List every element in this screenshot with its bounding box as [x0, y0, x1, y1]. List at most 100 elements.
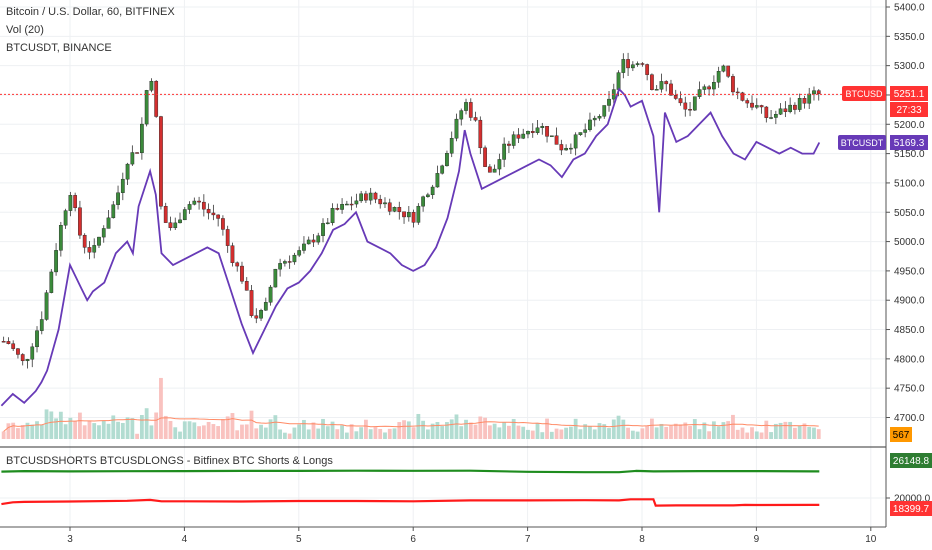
candle[interactable]: [259, 310, 263, 319]
candle[interactable]: [1, 341, 6, 343]
candle[interactable]: [373, 192, 378, 200]
candle[interactable]: [764, 106, 769, 118]
candle[interactable]: [569, 147, 573, 150]
candle[interactable]: [621, 59, 626, 73]
candle[interactable]: [349, 203, 354, 206]
candle[interactable]: [793, 104, 797, 110]
candle[interactable]: [120, 178, 125, 193]
candle[interactable]: [221, 218, 225, 230]
candle[interactable]: [440, 165, 445, 174]
legend-compare-symbol[interactable]: BTCUSDT, BINANCE: [6, 42, 112, 54]
candle[interactable]: [783, 108, 788, 112]
candle[interactable]: [387, 202, 392, 212]
candle[interactable]: [502, 143, 507, 160]
candle[interactable]: [454, 118, 459, 139]
candle[interactable]: [735, 91, 740, 94]
candle[interactable]: [511, 134, 516, 146]
candle[interactable]: [702, 86, 707, 90]
candle[interactable]: [163, 206, 168, 223]
candle[interactable]: [149, 80, 154, 91]
candle[interactable]: [464, 102, 468, 111]
candle[interactable]: [192, 200, 197, 205]
candle[interactable]: [140, 123, 144, 154]
candle[interactable]: [659, 81, 664, 90]
candle[interactable]: [278, 263, 282, 270]
candle[interactable]: [54, 250, 58, 273]
candle[interactable]: [597, 116, 602, 119]
candle[interactable]: [78, 207, 82, 236]
candle[interactable]: [492, 168, 497, 173]
candle[interactable]: [135, 152, 139, 154]
candle[interactable]: [368, 192, 373, 201]
candle[interactable]: [487, 166, 492, 173]
candle[interactable]: [773, 114, 778, 118]
candle[interactable]: [740, 92, 745, 101]
candle[interactable]: [797, 98, 802, 110]
candle[interactable]: [607, 98, 611, 106]
candle[interactable]: [68, 195, 73, 211]
candle[interactable]: [445, 153, 449, 167]
candle[interactable]: [507, 143, 511, 146]
candle[interactable]: [254, 315, 259, 319]
candle[interactable]: [321, 223, 325, 236]
candle[interactable]: [44, 292, 49, 320]
candle[interactable]: [306, 239, 311, 245]
candle[interactable]: [616, 72, 621, 90]
candle[interactable]: [540, 125, 545, 129]
candle[interactable]: [497, 159, 502, 170]
candle[interactable]: [125, 163, 130, 180]
candle[interactable]: [340, 204, 344, 210]
candle[interactable]: [692, 96, 697, 111]
candle[interactable]: [673, 95, 678, 99]
candle[interactable]: [240, 265, 244, 282]
candle[interactable]: [535, 127, 540, 133]
candle[interactable]: [545, 125, 549, 137]
candle[interactable]: [244, 281, 249, 291]
candle[interactable]: [678, 98, 683, 104]
candle[interactable]: [154, 80, 159, 117]
candle[interactable]: [812, 90, 816, 95]
candle[interactable]: [173, 222, 178, 229]
candle[interactable]: [416, 205, 421, 223]
candle[interactable]: [392, 207, 397, 212]
candle[interactable]: [206, 208, 211, 214]
candle[interactable]: [273, 268, 278, 288]
candle[interactable]: [16, 348, 20, 355]
shorts-line[interactable]: [1, 498, 820, 507]
candle[interactable]: [554, 135, 559, 145]
candle[interactable]: [344, 203, 349, 206]
candle[interactable]: [640, 63, 645, 65]
candle[interactable]: [116, 192, 120, 205]
candle[interactable]: [573, 134, 578, 149]
candle[interactable]: [297, 250, 302, 256]
candle[interactable]: [197, 200, 201, 203]
candle[interactable]: [654, 89, 659, 91]
candle[interactable]: [230, 245, 235, 263]
candle[interactable]: [592, 117, 597, 121]
candle[interactable]: [35, 330, 39, 348]
candle[interactable]: [726, 65, 731, 77]
candle[interactable]: [645, 64, 650, 75]
candle[interactable]: [650, 74, 654, 90]
candle[interactable]: [750, 102, 754, 108]
candle[interactable]: [559, 144, 564, 151]
candle[interactable]: [106, 217, 111, 229]
candle[interactable]: [468, 102, 473, 118]
candle[interactable]: [731, 76, 735, 93]
candle[interactable]: [602, 105, 607, 117]
candle[interactable]: [483, 147, 487, 167]
candle[interactable]: [697, 89, 702, 97]
candle[interactable]: [249, 290, 254, 316]
candle[interactable]: [111, 204, 116, 219]
candle[interactable]: [216, 214, 221, 219]
candle[interactable]: [630, 64, 635, 69]
candle[interactable]: [378, 198, 383, 205]
time-axis[interactable]: 3 4 5 6 7 8 9 10: [67, 527, 877, 545]
candle[interactable]: [788, 104, 793, 112]
btcusdt-line[interactable]: [0, 87, 821, 407]
candle[interactable]: [39, 319, 44, 331]
candle[interactable]: [263, 302, 268, 311]
candle[interactable]: [97, 236, 101, 246]
candle[interactable]: [25, 359, 30, 362]
